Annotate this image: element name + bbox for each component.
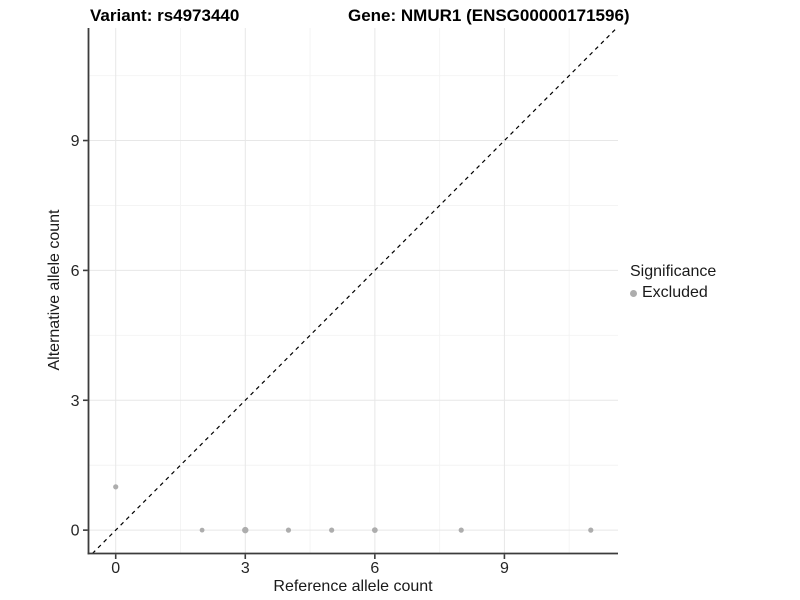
y-tick-label: 0 (71, 523, 80, 540)
data-point (458, 527, 464, 533)
data-point (242, 526, 249, 534)
data-point (199, 527, 205, 533)
identity-line (91, 27, 618, 554)
x-tick-label: 0 (111, 560, 120, 577)
data-point (285, 527, 292, 533)
x-tick-label: 6 (370, 560, 379, 577)
legend: Significance Excluded (630, 263, 716, 302)
y-tick-label: 9 (71, 133, 80, 150)
legend-point-icon (630, 289, 637, 297)
x-tick-label: 9 (500, 560, 509, 577)
x-axis-title: Reference allele count (273, 578, 433, 595)
y-tick-label: 3 (71, 393, 80, 410)
data-point (329, 527, 335, 533)
data-point (113, 484, 119, 490)
y-axis-title: Alternative allele count (46, 209, 63, 371)
legend-item-label: Excluded (642, 284, 708, 301)
legend-item-excluded: Excluded (630, 284, 716, 302)
x-tick-label: 3 (241, 560, 250, 577)
data-point (588, 527, 594, 533)
data-point (371, 527, 378, 534)
plot-title-gene: Gene: NMUR1 (ENSG00000171596) (348, 6, 630, 25)
y-tick-label: 6 (71, 263, 80, 280)
plot-title-variant: Variant: rs4973440 (90, 6, 240, 25)
legend-title: Significance (630, 263, 717, 280)
